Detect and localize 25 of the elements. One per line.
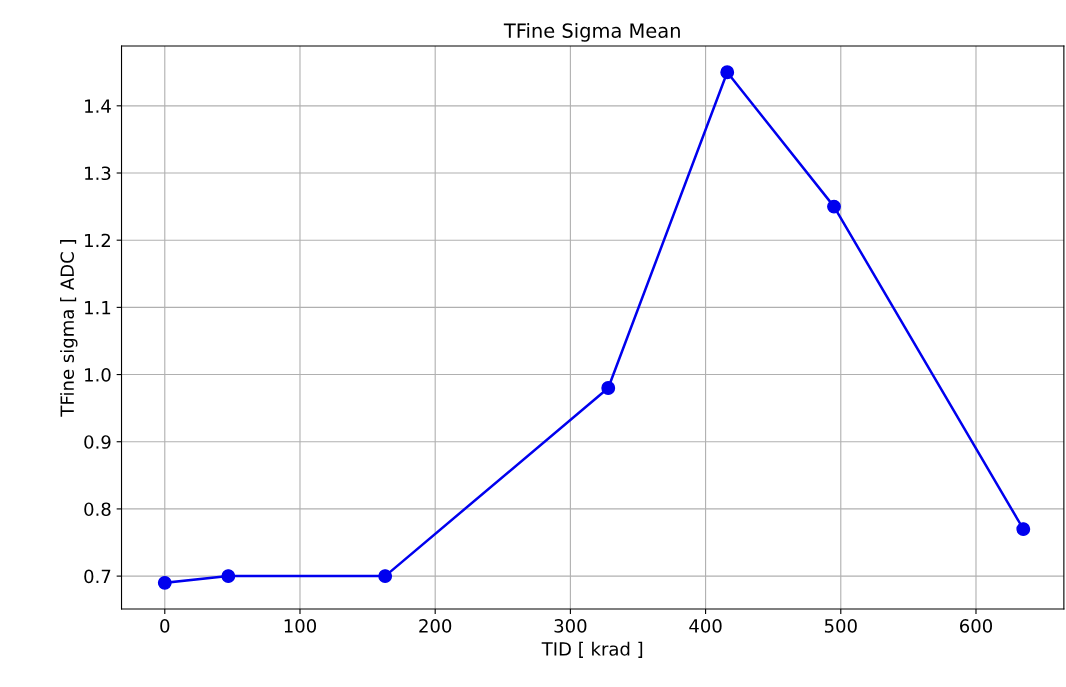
x-tick-label: 600 [960,619,993,633]
x-axis-title: TID [ krad ] [541,641,643,658]
point [601,381,616,395]
point [1016,522,1031,537]
x-tick-label: 500 [824,619,857,633]
y-tick-label: 1.3 [85,166,111,181]
x-tick-label: 400 [689,619,722,633]
y-tick-label: 0.8 [84,502,111,517]
point [157,575,172,590]
point [221,569,236,584]
point [378,569,393,584]
point [827,199,841,214]
point [720,65,735,80]
y-tick-label: 0.9 [84,435,111,449]
y-tick-label: 1.4 [85,99,111,113]
y-tick-label: 1.2 [85,233,110,248]
x-tick-label: 0 [160,619,170,633]
y-tick-label: 1.1 [85,301,111,315]
y-tick-label: 1.0 [85,368,111,382]
y-tick-label: 0.7 [84,569,111,584]
x-tick-label: 200 [419,619,452,633]
chart-title: TFine Sigma Mean [503,22,680,42]
x-tick-label: 100 [284,619,317,633]
x-tick-label: 300 [554,619,587,633]
y-axis-title: TFine sigma [ ADC ] [60,240,78,417]
